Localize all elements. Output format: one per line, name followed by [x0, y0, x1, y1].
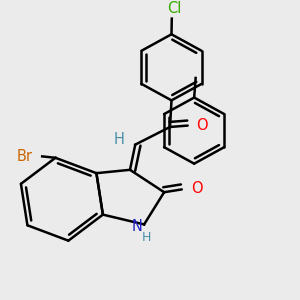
- Text: Cl: Cl: [167, 1, 181, 16]
- Text: O: O: [196, 118, 208, 133]
- Text: H: H: [142, 230, 151, 244]
- Text: O: O: [190, 182, 202, 196]
- Text: Br: Br: [16, 149, 32, 164]
- Text: H: H: [114, 131, 124, 146]
- Text: N: N: [132, 219, 142, 234]
